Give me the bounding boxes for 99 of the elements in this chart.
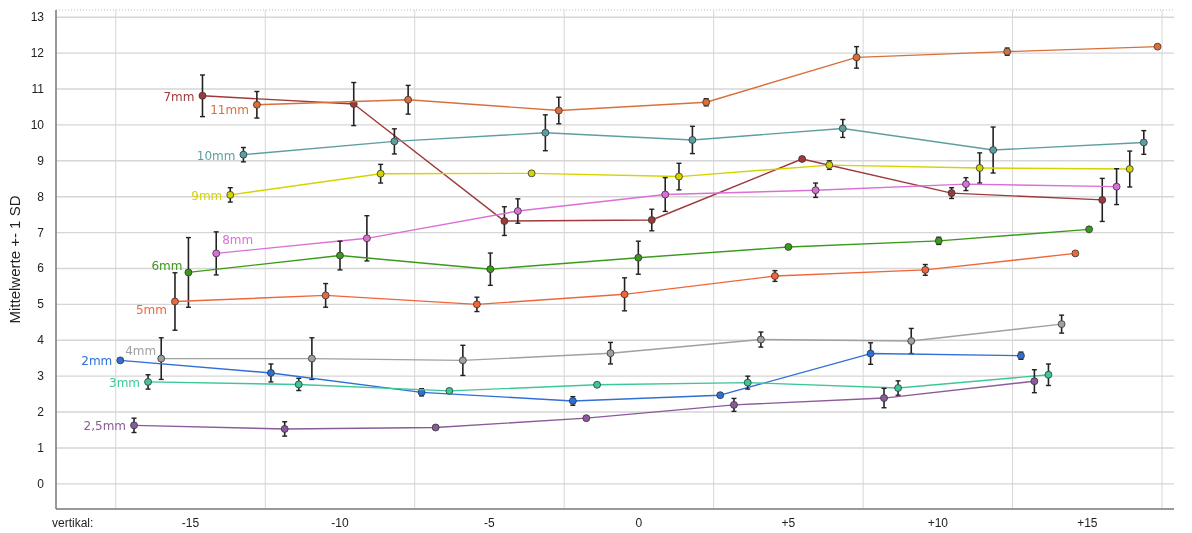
series-label: 5mm xyxy=(135,302,167,317)
point xyxy=(634,253,643,262)
point xyxy=(1139,138,1148,147)
point xyxy=(404,95,413,104)
point xyxy=(144,378,152,386)
y-tick-label: 2 xyxy=(37,405,45,420)
series-label: 10mm xyxy=(196,148,236,163)
series-label: 9mm xyxy=(191,188,223,203)
y-tick-label: 5 xyxy=(37,297,45,312)
y-tick-label: 7 xyxy=(37,225,45,240)
y-tick-label: 11 xyxy=(31,81,45,96)
point xyxy=(798,155,807,163)
point xyxy=(675,172,683,181)
y-tick-label: 12 xyxy=(30,46,45,61)
x-tick-label: +15 xyxy=(1077,516,1098,530)
point xyxy=(321,291,330,300)
point xyxy=(116,356,125,365)
series-label: 2mm xyxy=(81,354,113,369)
point xyxy=(473,300,481,309)
y-tick-label: 6 xyxy=(37,261,45,276)
point xyxy=(527,169,536,178)
point xyxy=(582,414,591,423)
y-tick-label: 0 xyxy=(37,476,45,491)
point xyxy=(1057,320,1066,328)
point xyxy=(226,191,235,199)
y-tick-label: 4 xyxy=(37,333,45,348)
point xyxy=(757,335,765,344)
point xyxy=(975,164,984,172)
point xyxy=(716,391,725,400)
y-tick-label: 1 xyxy=(37,440,45,455)
point xyxy=(267,369,275,377)
point xyxy=(157,354,166,363)
point xyxy=(280,425,289,433)
y-tick-label: 8 xyxy=(37,189,45,204)
point xyxy=(661,190,670,199)
point xyxy=(688,136,697,144)
series-label: 2,5mm xyxy=(83,419,127,434)
series-label: 7mm xyxy=(163,89,195,104)
point xyxy=(1071,249,1080,258)
point xyxy=(1112,182,1121,191)
y-tick-label: 13 xyxy=(30,10,45,25)
point xyxy=(458,356,467,365)
point xyxy=(1153,42,1162,51)
x-tick-label: -10 xyxy=(331,516,349,530)
series-label: 4mm xyxy=(125,343,157,358)
x-tick-label: +10 xyxy=(927,516,949,530)
point xyxy=(852,53,861,62)
series-label: 6mm xyxy=(151,259,183,274)
point xyxy=(336,251,344,260)
point xyxy=(1044,370,1053,379)
y-axis-title: Mittelwerte +- 1 SD xyxy=(6,195,23,324)
point xyxy=(784,243,793,251)
point xyxy=(894,384,902,392)
point xyxy=(376,169,385,178)
point xyxy=(445,387,454,395)
series-label: 3mm xyxy=(109,375,141,390)
point xyxy=(431,423,440,432)
point xyxy=(1030,377,1039,386)
x-tick-label: -15 xyxy=(181,516,200,530)
point xyxy=(1085,225,1093,234)
point xyxy=(541,128,550,137)
point xyxy=(838,124,847,133)
series-label: 8mm xyxy=(222,233,254,248)
point xyxy=(184,268,193,277)
point xyxy=(130,421,138,430)
point xyxy=(513,207,522,215)
point xyxy=(349,100,358,108)
point xyxy=(866,349,875,358)
point xyxy=(486,265,495,274)
point xyxy=(390,137,399,146)
x-tick-label: -5 xyxy=(484,516,496,530)
point xyxy=(171,297,179,306)
point xyxy=(239,150,248,159)
point xyxy=(554,106,563,115)
point xyxy=(1098,196,1107,204)
y-tick-label: 10 xyxy=(30,117,45,132)
x-axis-title: vertikal: xyxy=(52,516,94,530)
point xyxy=(962,180,970,188)
point xyxy=(212,249,221,258)
point xyxy=(880,394,888,402)
point xyxy=(907,337,916,345)
point xyxy=(593,380,601,389)
point xyxy=(989,146,998,154)
point xyxy=(647,216,656,224)
point xyxy=(730,401,738,409)
y-tick-label: 9 xyxy=(37,153,45,168)
point xyxy=(500,217,509,225)
point xyxy=(811,186,820,195)
point xyxy=(198,91,207,100)
point xyxy=(253,100,261,109)
point xyxy=(363,234,371,243)
point xyxy=(1125,165,1134,173)
series-label: 11mm xyxy=(210,102,249,117)
point xyxy=(308,354,316,363)
x-tick-label: 0 xyxy=(635,516,643,530)
point xyxy=(606,349,615,358)
y-tick-label: 3 xyxy=(37,369,45,384)
point xyxy=(620,290,629,299)
x-tick-label: +5 xyxy=(781,516,796,530)
